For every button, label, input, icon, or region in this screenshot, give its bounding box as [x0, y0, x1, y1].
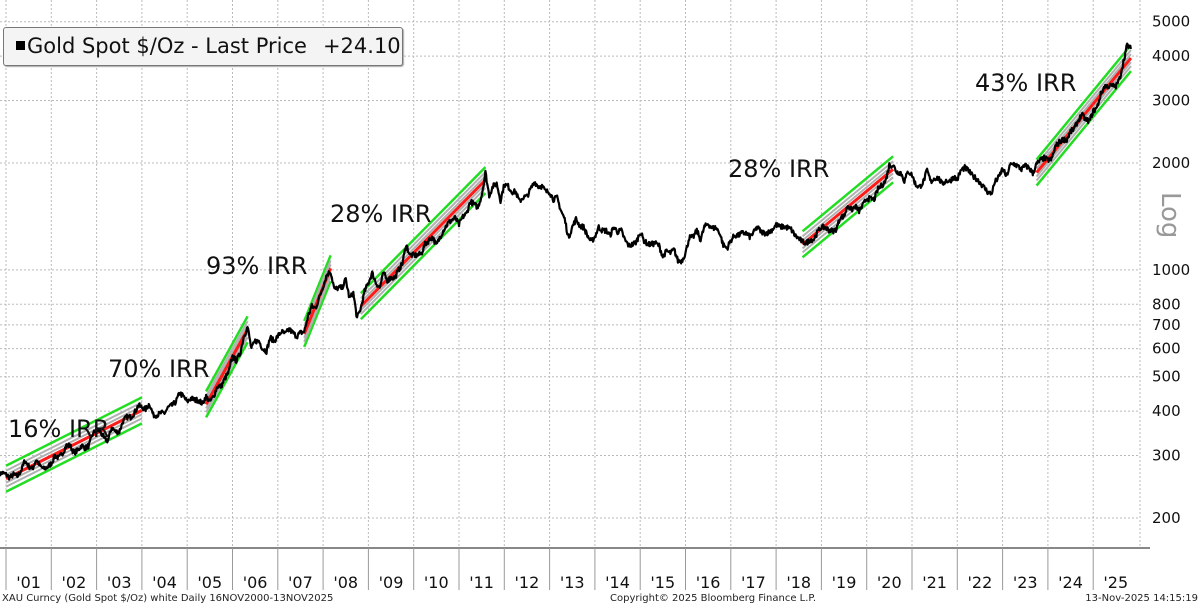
outer-band-line — [303, 254, 332, 322]
y-tick-label: 3000 — [1152, 91, 1190, 109]
inner-band-line — [1035, 53, 1132, 170]
y-tick-label: 1000 — [1152, 261, 1190, 279]
x-tick-label: '19 — [832, 573, 857, 592]
x-tick-label: '17 — [741, 573, 766, 592]
y-tick-label: 200 — [1152, 509, 1181, 527]
x-tick-label: '25 — [1103, 573, 1128, 592]
x-tick-label: '23 — [1013, 573, 1038, 592]
irr-label: 28% IRR — [330, 200, 431, 228]
irr-label: 43% IRR — [975, 69, 1076, 97]
x-tick-label: '12 — [515, 573, 540, 592]
x-tick-label: '06 — [243, 573, 268, 592]
outer-band-line — [1035, 70, 1132, 187]
outer-band-line — [204, 315, 249, 392]
x-tick-label: '08 — [333, 573, 358, 592]
x-tick-label: '22 — [968, 573, 993, 592]
legend-change: +24.10 — [322, 34, 401, 58]
y-tick-label: 300 — [1152, 446, 1181, 464]
trend-channels — [5, 44, 1133, 493]
y-tick-label: 600 — [1152, 340, 1181, 358]
inner-band-line — [303, 275, 332, 343]
y-tick-label: 4000 — [1152, 47, 1190, 65]
legend-marker-icon — [16, 41, 25, 50]
legend-series-label: Gold Spot $/Oz - Last Price — [27, 34, 307, 58]
irr-label: 16% IRR — [8, 415, 109, 443]
y-tick-label: 5000 — [1152, 13, 1190, 31]
trend-channel — [359, 166, 487, 321]
outer-band-line — [801, 181, 894, 259]
trend-line — [359, 179, 487, 308]
inner-band-line — [205, 320, 249, 397]
irr-label: 28% IRR — [728, 155, 829, 183]
inner-band-line — [5, 413, 143, 484]
footer-ticker: XAU Curncy (Gold Spot $/Oz) white Daily … — [2, 593, 334, 604]
x-tick-label: '15 — [650, 573, 675, 592]
x-tick-label: '04 — [152, 573, 177, 592]
x-tick-label: '01 — [16, 573, 41, 592]
y-axis: 200 300 400 500 600 700 800 1000 2000 3000 4000 500… — [1152, 13, 1190, 527]
irr-label: 93% IRR — [206, 252, 307, 280]
x-tick-label: '05 — [197, 573, 222, 592]
inner-band-line — [801, 160, 894, 238]
outer-band-line — [5, 422, 143, 493]
x-tick-label: '10 — [424, 573, 449, 592]
y-tick-label: 400 — [1152, 402, 1181, 420]
log-scale-label: Log — [1155, 192, 1185, 238]
price-line — [0, 42, 1132, 481]
y-tick-label: 700 — [1152, 316, 1181, 334]
y-tick-label: 500 — [1152, 368, 1181, 386]
inner-band-line — [5, 401, 143, 472]
irr-labels: 16% IRR 70% IRR 93% IRR 28% IRR 28% IRR 43% I… — [8, 69, 1076, 443]
footer-copyright: Copyright© 2025 Bloomberg Finance L.P. — [610, 593, 817, 604]
trend-channel — [204, 315, 249, 418]
x-tick-label: '24 — [1058, 573, 1083, 592]
x-tick-label: '20 — [877, 573, 902, 592]
trend-line — [204, 328, 249, 406]
x-tick-label: '21 — [922, 573, 947, 592]
x-tick-label: '13 — [560, 573, 585, 592]
x-axis: '01 '02 '03 '04 '05 '06 '07 '08 '09 '10 '11 '12 '13 '… — [0, 547, 1150, 592]
inner-band-line — [360, 171, 487, 299]
x-tick-label: '03 — [107, 573, 132, 592]
inner-band-line — [205, 324, 249, 401]
x-tick-label: '07 — [288, 573, 313, 592]
footer-timestamp: 13-Nov-2025 14:15:19 — [1085, 593, 1198, 604]
y-tick-label: 2000 — [1152, 154, 1190, 172]
outer-band-line — [359, 166, 487, 295]
inner-band-line — [801, 164, 894, 242]
legend: Gold Spot $/Oz - Last Price +24.10 — [3, 27, 403, 66]
gridlines — [0, 0, 1141, 548]
x-tick-label: '16 — [696, 573, 721, 592]
x-tick-label: '18 — [786, 573, 811, 592]
outer-band-line — [1035, 44, 1132, 161]
outer-band-line — [5, 396, 143, 467]
x-tick-label: '11 — [469, 573, 494, 592]
inner-band-line — [360, 175, 487, 303]
inner-band-line — [1035, 49, 1132, 166]
x-tick-label: '09 — [379, 573, 404, 592]
x-tick-label: '02 — [62, 573, 87, 592]
y-tick-label: 800 — [1152, 295, 1181, 313]
x-tick-label: '14 — [605, 573, 630, 592]
outer-band-line — [303, 280, 332, 348]
irr-label: 70% IRR — [108, 355, 209, 383]
trend-channel — [801, 155, 895, 259]
outer-band-line — [801, 155, 894, 233]
